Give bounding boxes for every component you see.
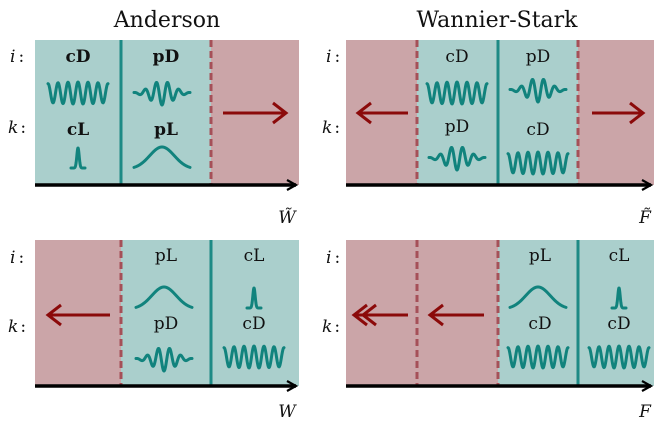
bump-icon <box>132 145 192 169</box>
panel-bottom-right: pL cD cL cD F i: k: <box>322 240 654 422</box>
phase-label: cL <box>67 120 89 140</box>
partial-wave-icon <box>508 77 568 104</box>
row-label-k: k: <box>8 317 26 337</box>
row-label-i: i: <box>326 47 340 67</box>
phase-label: pD <box>445 117 470 137</box>
phase-label: cD <box>242 314 265 334</box>
region-pD <box>121 40 211 185</box>
bump-icon <box>508 285 568 309</box>
phase-label: cL <box>244 246 265 266</box>
extended-wave-icon <box>425 80 489 106</box>
row-label-k: k: <box>322 118 340 138</box>
arrow-head <box>45 303 62 327</box>
phase-label: cD <box>607 314 630 334</box>
panel-top-right: cD pD pD cD F̃ i: k: <box>322 40 654 228</box>
phase-label: cD <box>445 47 468 67</box>
row-label-i: i: <box>10 248 24 268</box>
region-1 <box>417 40 498 185</box>
phase-label: cD <box>65 47 90 67</box>
arrow-head <box>272 101 289 125</box>
phase-label: pD <box>154 314 179 334</box>
axis-label-w: W <box>278 402 297 422</box>
panel-top-left: cD cL pD pL W̃ i: k: <box>8 40 299 228</box>
localized-peak-icon <box>610 286 628 310</box>
row-label-i: i: <box>10 47 24 67</box>
bump-icon <box>134 285 194 309</box>
phase-label: cD <box>528 314 551 334</box>
partial-wave-icon <box>427 145 487 172</box>
arrow-head <box>427 303 444 327</box>
axis-label-f: F <box>638 402 652 422</box>
phase-label: pL <box>529 246 551 266</box>
phase-label: pD <box>526 47 551 67</box>
partial-wave-icon <box>134 346 194 373</box>
phase-label: pL <box>155 246 177 266</box>
localized-peak-icon <box>245 286 263 310</box>
arrow-head <box>355 101 372 125</box>
extended-wave-icon <box>506 344 570 370</box>
phase-label: pD <box>153 47 180 67</box>
axis-label-f-tilde: F̃ <box>638 208 652 228</box>
row-label-i: i: <box>326 248 340 268</box>
arrow-head <box>351 303 368 327</box>
phase-label: cL <box>609 246 630 266</box>
partial-wave-icon <box>132 80 192 107</box>
axis-label-w-tilde: W̃ <box>278 208 297 228</box>
region-extended <box>417 240 498 386</box>
arrow-head <box>629 101 646 125</box>
extended-wave-icon <box>506 150 570 176</box>
arrow-head <box>360 303 377 327</box>
phase-label: pL <box>154 120 178 140</box>
localized-peak-icon <box>69 146 87 170</box>
region-2 <box>211 240 299 386</box>
title-wannier-stark: Wannier-Stark <box>416 8 578 33</box>
region-extended <box>35 240 121 386</box>
extended-wave-icon <box>222 344 286 370</box>
region-cD <box>35 40 121 185</box>
extended-wave-icon <box>587 344 651 370</box>
title-anderson: Anderson <box>113 8 220 33</box>
row-label-k: k: <box>322 317 340 337</box>
phase-label: cD <box>526 120 549 140</box>
extended-wave-icon <box>46 80 110 106</box>
panel-bottom-left: pL pD cL cD W i: k: <box>8 240 299 422</box>
row-label-k: k: <box>8 118 26 138</box>
